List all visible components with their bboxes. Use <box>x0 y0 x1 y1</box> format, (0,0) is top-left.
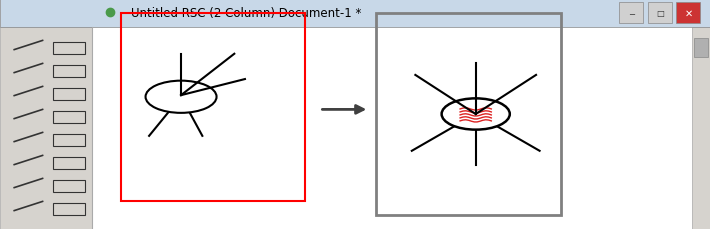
Bar <box>92 27 692 229</box>
Bar <box>694 39 708 57</box>
Bar <box>53 203 85 215</box>
Text: ─: ─ <box>629 9 635 18</box>
Bar <box>376 14 561 215</box>
Ellipse shape <box>442 99 510 130</box>
Bar <box>619 3 643 24</box>
Text: Untitled RSC (2 Column) Document-1 *: Untitled RSC (2 Column) Document-1 * <box>131 7 361 20</box>
Bar <box>53 42 85 55</box>
Bar <box>0 27 92 229</box>
Bar <box>676 3 700 24</box>
Bar <box>692 27 710 229</box>
Bar <box>53 88 85 101</box>
Text: ✕: ✕ <box>684 8 693 18</box>
Bar <box>0 0 710 27</box>
Bar <box>53 111 85 124</box>
Bar <box>648 3 672 24</box>
Bar <box>53 65 85 78</box>
Text: □: □ <box>656 9 665 18</box>
Bar <box>53 180 85 192</box>
Ellipse shape <box>146 81 217 113</box>
Bar <box>121 14 305 202</box>
Bar <box>53 134 85 147</box>
Bar <box>53 157 85 169</box>
